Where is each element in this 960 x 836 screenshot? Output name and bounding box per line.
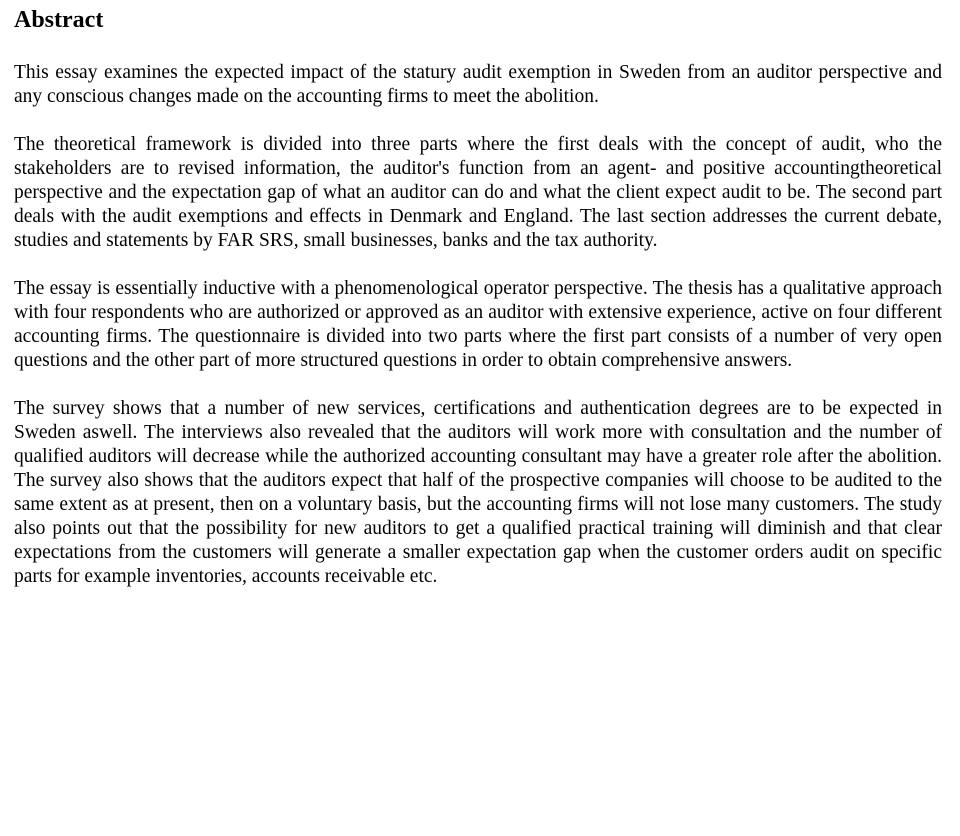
abstract-paragraph: The essay is essentially inductive with … [14,277,942,373]
abstract-page: Abstract This essay examines the expecte… [0,0,960,633]
abstract-title: Abstract [14,6,942,35]
abstract-paragraph: This essay examines the expected impact … [14,61,942,109]
abstract-paragraph: The survey shows that a number of new se… [14,397,942,589]
abstract-paragraph: The theoretical framework is divided int… [14,133,942,253]
